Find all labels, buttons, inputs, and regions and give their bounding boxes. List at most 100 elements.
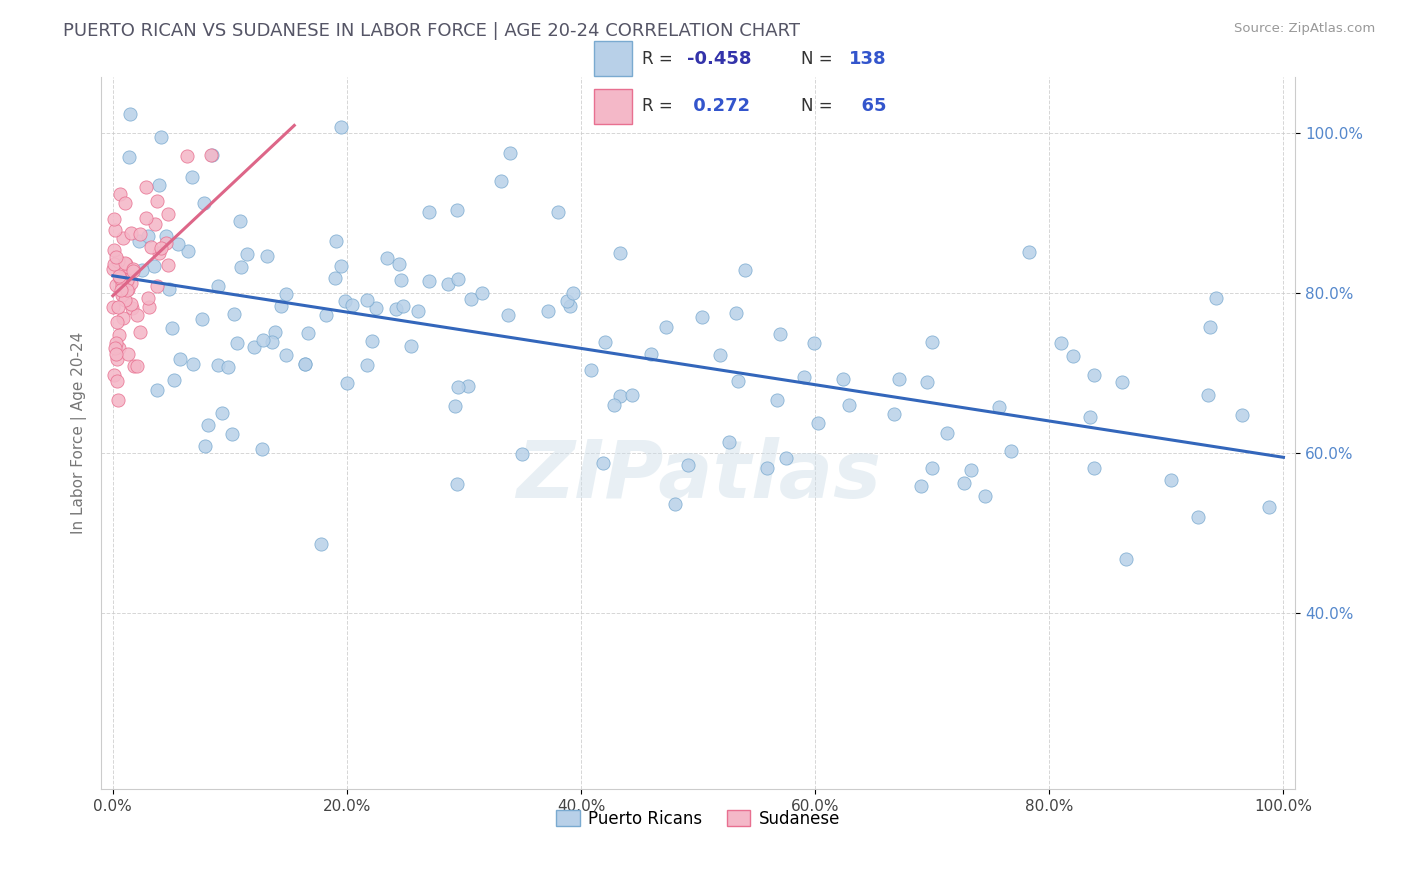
Point	[593, 335, 616, 350]
Point	[105, 375, 128, 389]
Point	[309, 537, 332, 551]
Point	[959, 463, 981, 477]
Text: R =: R =	[643, 50, 673, 68]
Point	[103, 211, 125, 226]
Point	[460, 292, 482, 306]
Point	[146, 194, 169, 209]
Point	[498, 308, 520, 322]
Point	[160, 321, 183, 335]
Point	[1197, 388, 1219, 402]
Point	[418, 274, 440, 288]
FancyBboxPatch shape	[593, 88, 631, 124]
Point	[1187, 510, 1209, 524]
Point	[256, 249, 278, 263]
Point	[887, 372, 910, 386]
Point	[121, 301, 143, 316]
Point	[111, 231, 134, 245]
Point	[148, 178, 170, 193]
Point	[252, 442, 274, 456]
Point	[108, 271, 131, 285]
Point	[499, 146, 522, 161]
Point	[375, 252, 398, 266]
Point	[104, 341, 127, 355]
Text: N =: N =	[800, 97, 832, 115]
Point	[831, 372, 853, 386]
Point	[120, 276, 142, 290]
Point	[122, 359, 145, 373]
Point	[117, 272, 139, 286]
Point	[207, 278, 229, 293]
Point	[910, 479, 932, 493]
Point	[364, 301, 387, 315]
FancyBboxPatch shape	[593, 42, 631, 77]
Point	[115, 256, 138, 270]
Point	[709, 348, 731, 362]
Point	[325, 234, 347, 248]
Point	[1160, 473, 1182, 487]
Point	[444, 399, 467, 413]
Point	[1230, 409, 1253, 423]
Point	[252, 334, 274, 348]
Point	[114, 195, 136, 210]
Point	[389, 273, 412, 287]
Point	[222, 307, 245, 321]
Point	[1111, 376, 1133, 390]
Point	[676, 458, 699, 472]
Point	[104, 223, 127, 237]
Point	[727, 374, 749, 388]
Text: 65: 65	[849, 97, 886, 115]
Point	[101, 300, 124, 314]
Point	[142, 259, 165, 273]
Point	[603, 398, 626, 412]
Point	[200, 148, 222, 162]
Point	[755, 461, 778, 475]
Point	[114, 293, 136, 307]
Point	[1000, 444, 1022, 458]
Point	[510, 447, 533, 461]
Point	[103, 243, 125, 257]
Point	[1115, 552, 1137, 566]
Point	[725, 306, 748, 320]
Point	[105, 347, 128, 361]
Point	[1199, 319, 1222, 334]
Point	[1062, 349, 1084, 363]
Point	[664, 497, 686, 511]
Point	[155, 235, 177, 250]
Point	[176, 149, 198, 163]
Point	[157, 282, 180, 296]
Y-axis label: In Labor Force | Age 20-24: In Labor Force | Age 20-24	[72, 332, 87, 534]
Point	[838, 398, 860, 412]
Point	[609, 389, 631, 403]
Point	[557, 293, 579, 308]
Point	[136, 292, 159, 306]
Point	[655, 319, 678, 334]
Point	[125, 359, 148, 373]
Point	[953, 476, 976, 491]
Point	[447, 379, 470, 393]
Point	[128, 234, 150, 248]
Point	[360, 334, 382, 349]
Point	[111, 278, 134, 293]
Point	[191, 311, 214, 326]
Point	[118, 150, 141, 164]
Point	[129, 325, 152, 339]
Point	[766, 393, 789, 408]
Point	[138, 300, 160, 314]
Point	[315, 309, 337, 323]
Point	[609, 246, 631, 260]
Point	[122, 261, 145, 276]
Point	[107, 351, 129, 366]
Point	[1205, 291, 1227, 305]
Point	[936, 425, 959, 440]
Point	[150, 241, 173, 255]
Point	[793, 369, 815, 384]
Point	[1050, 335, 1073, 350]
Point	[243, 340, 266, 354]
Point	[139, 240, 162, 254]
Point	[1083, 368, 1105, 383]
Point	[103, 257, 125, 271]
Point	[104, 250, 127, 264]
Point	[917, 375, 939, 389]
Point	[127, 308, 149, 322]
Point	[120, 226, 142, 240]
